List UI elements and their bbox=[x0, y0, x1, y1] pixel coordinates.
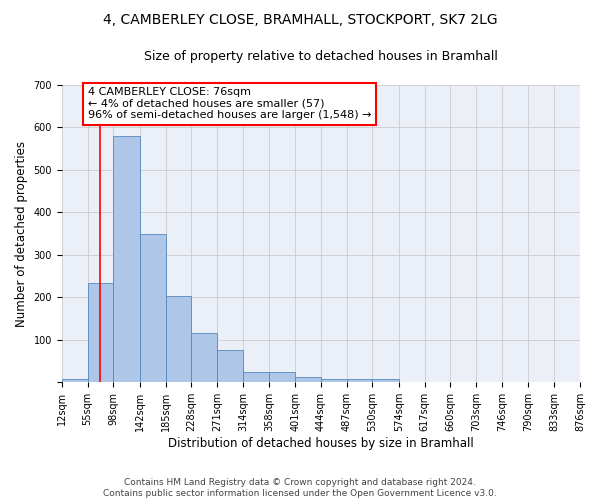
Bar bbox=[295, 377, 321, 382]
Text: 4 CAMBERLEY CLOSE: 76sqm
← 4% of detached houses are smaller (57)
96% of semi-de: 4 CAMBERLEY CLOSE: 76sqm ← 4% of detache… bbox=[88, 87, 371, 120]
Bar bbox=[321, 379, 347, 382]
Bar bbox=[88, 282, 113, 382]
Bar bbox=[166, 296, 191, 382]
Bar bbox=[191, 332, 217, 382]
Text: Contains HM Land Registry data © Crown copyright and database right 2024.
Contai: Contains HM Land Registry data © Crown c… bbox=[103, 478, 497, 498]
Bar bbox=[347, 380, 373, 382]
Title: Size of property relative to detached houses in Bramhall: Size of property relative to detached ho… bbox=[144, 50, 498, 63]
Y-axis label: Number of detached properties: Number of detached properties bbox=[15, 140, 28, 326]
Bar bbox=[243, 372, 269, 382]
X-axis label: Distribution of detached houses by size in Bramhall: Distribution of detached houses by size … bbox=[168, 437, 474, 450]
Bar bbox=[373, 380, 399, 382]
Bar bbox=[113, 136, 140, 382]
Bar bbox=[62, 380, 88, 382]
Text: 4, CAMBERLEY CLOSE, BRAMHALL, STOCKPORT, SK7 2LG: 4, CAMBERLEY CLOSE, BRAMHALL, STOCKPORT,… bbox=[103, 12, 497, 26]
Bar bbox=[269, 372, 295, 382]
Bar bbox=[140, 234, 166, 382]
Bar bbox=[217, 350, 243, 382]
